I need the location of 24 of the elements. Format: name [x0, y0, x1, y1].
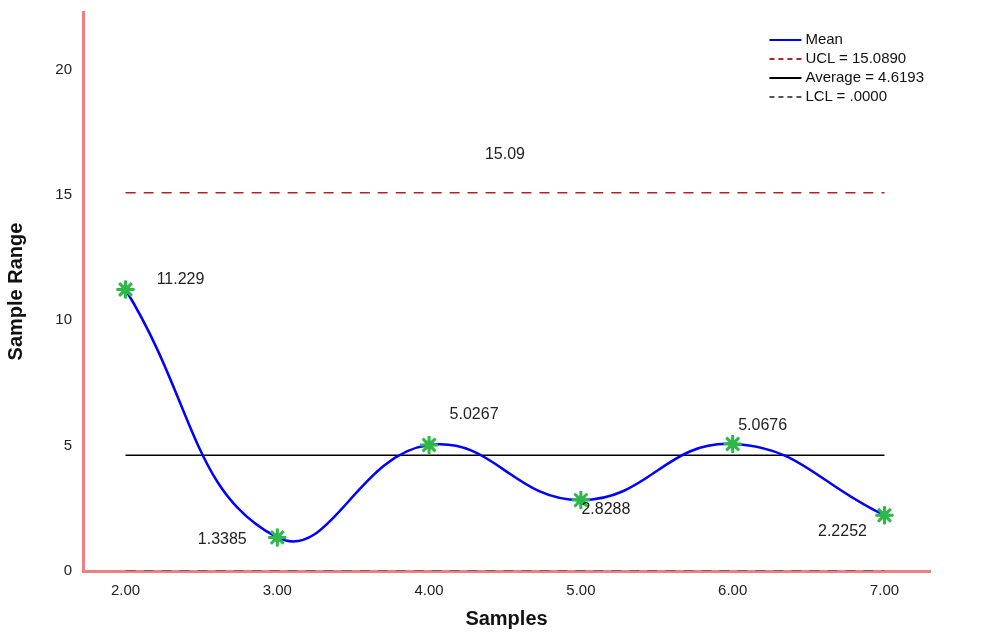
x-tick-label: 6.00 — [718, 581, 748, 599]
data-label: 5.0676 — [738, 416, 788, 434]
x-tick-label: 7.00 — [869, 581, 900, 599]
y-tick-label: 0 — [63, 561, 72, 579]
legend-label: UCL = 15.0890 — [805, 49, 907, 67]
y-tick-label: 5 — [63, 435, 72, 453]
data-label: 2.8288 — [581, 500, 631, 518]
data-label: 1.3385 — [197, 529, 247, 547]
x-tick-label: 2.00 — [110, 581, 141, 599]
y-tick-label: 10 — [55, 310, 72, 328]
data-label: 2.2252 — [817, 521, 868, 539]
x-tick-label: 4.00 — [414, 581, 444, 599]
legend-label: LCL = .0000 — [805, 87, 888, 105]
annotation: 15.09 — [484, 145, 526, 163]
x-tick-label: 5.00 — [566, 581, 596, 599]
x-tick-label: 3.00 — [262, 581, 292, 599]
legend-label: Average = 4.6193 — [805, 68, 925, 86]
data-label: 11.229 — [156, 269, 205, 287]
legend-label: Mean — [805, 30, 843, 48]
y-tick-label: 15 — [55, 185, 72, 203]
x-axis-title: Samples — [465, 606, 548, 629]
y-tick-label: 20 — [55, 59, 72, 77]
y-axis-title: Sample Range — [3, 222, 26, 361]
data-label: 5.0267 — [449, 405, 499, 423]
